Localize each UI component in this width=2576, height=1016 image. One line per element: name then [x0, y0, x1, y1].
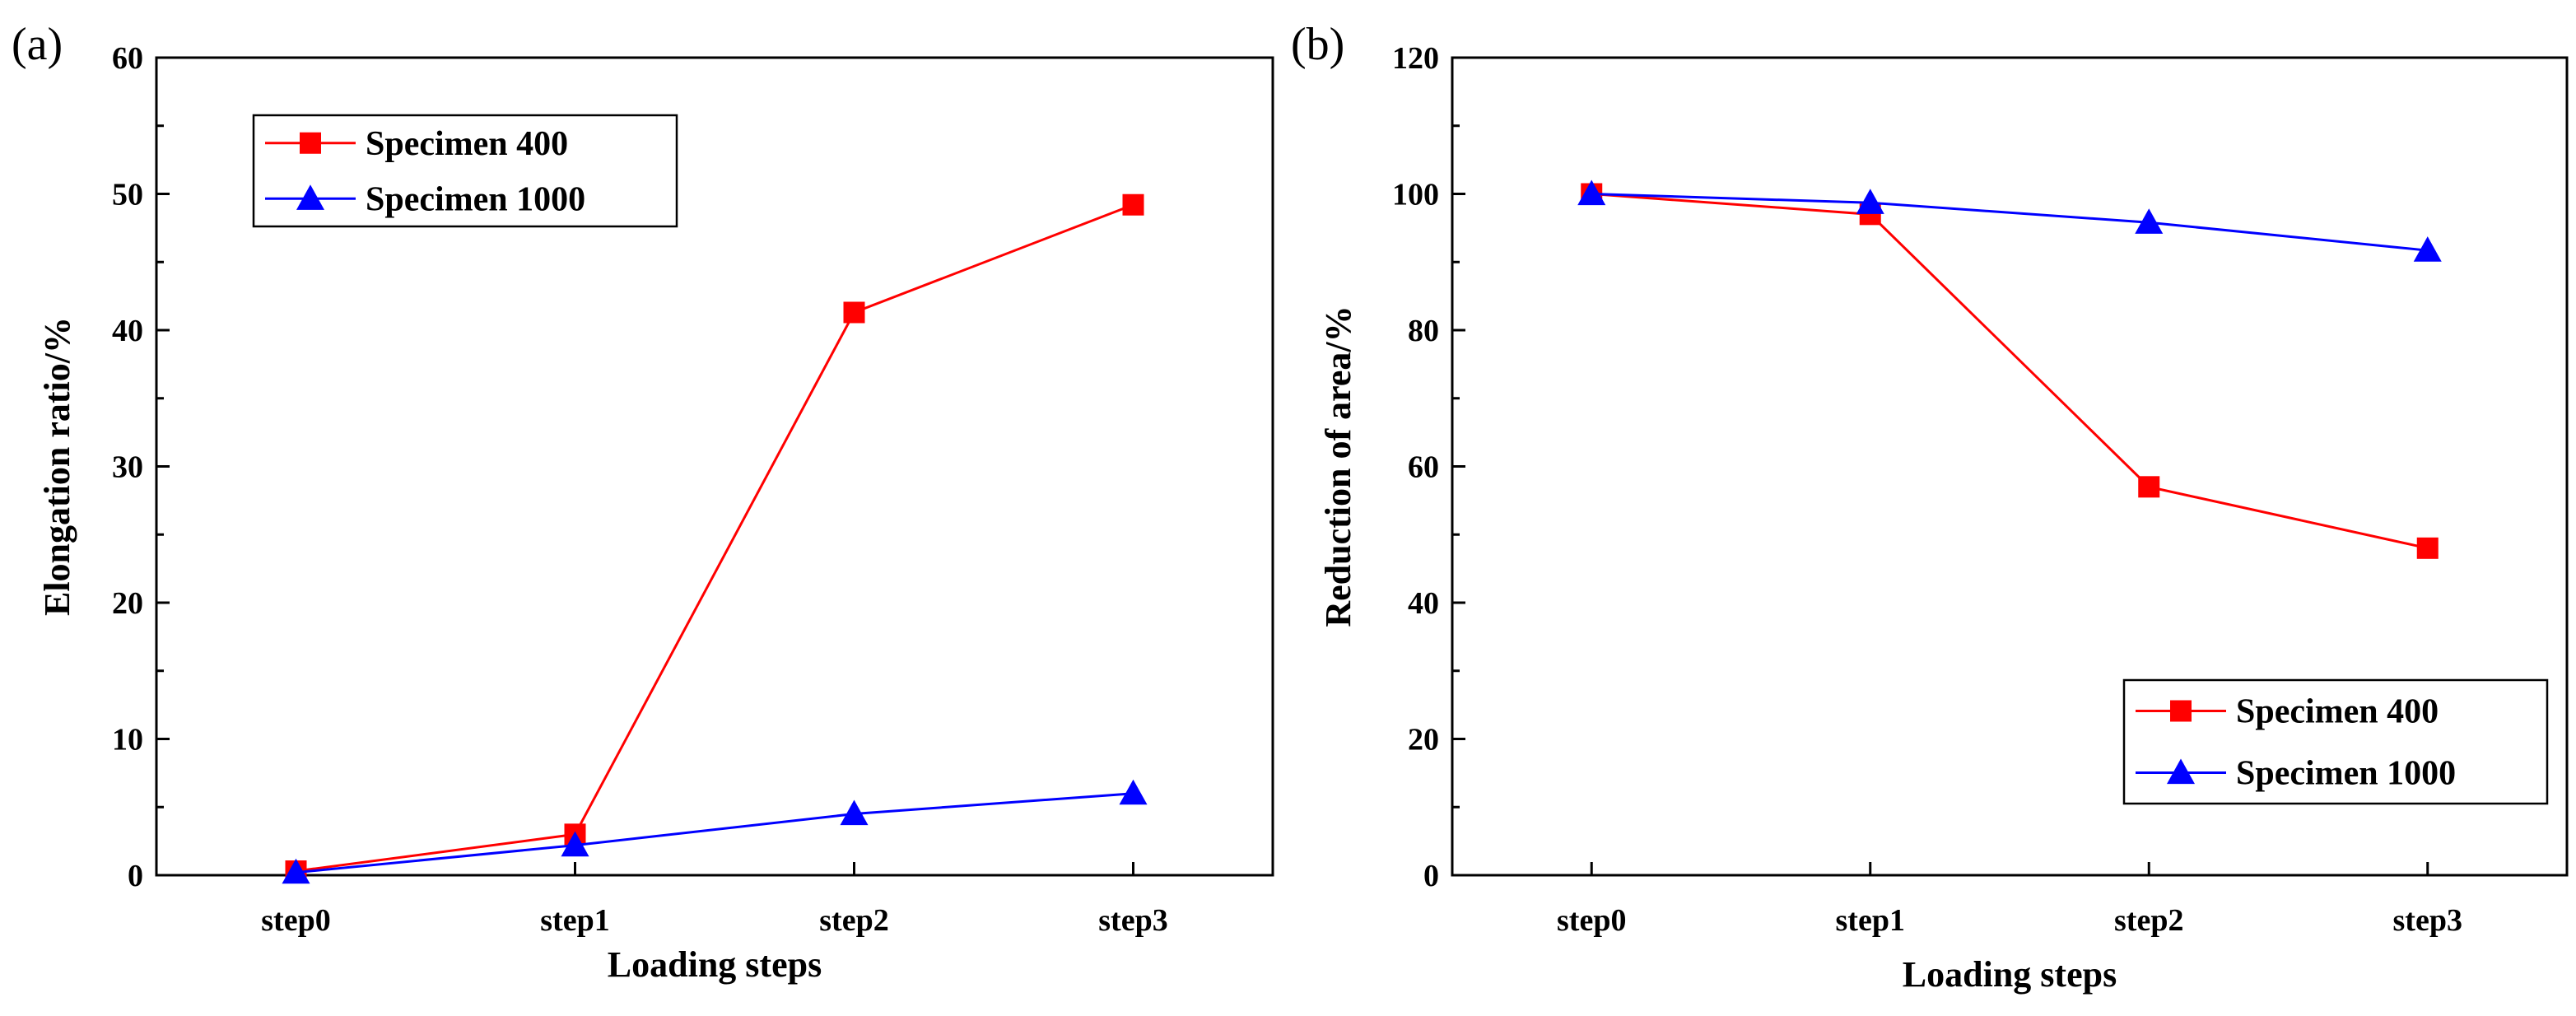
panel-b-x-tick-label: step1	[1836, 903, 1905, 938]
panel-a-series-specimen-1000-line	[296, 792, 1134, 874]
panel-b-x-tick-label: step3	[2393, 903, 2462, 938]
panel-b-y-axis-title: Reduction of area/%	[1318, 305, 1358, 627]
panel-b-legend-label: Specimen 400	[2236, 693, 2439, 731]
panel-a-y-tick-label: 40	[112, 314, 143, 348]
panel-a-y-tick-label: 20	[112, 586, 143, 621]
panel-b-series-specimen-400-point	[2138, 476, 2160, 498]
panel-b-y-tick-label: 20	[1408, 723, 1439, 757]
panel-a-series-specimen-400-point	[843, 301, 865, 324]
panel-a-series-specimen-1000-point	[282, 858, 310, 884]
panel-a-series-specimen-1000-point	[1119, 779, 1148, 805]
panel-b-panel-label: (b)	[1291, 19, 1344, 70]
panel-a-x-tick-label: step1	[540, 903, 609, 938]
panel-b-series-specimen-1000-point	[2413, 236, 2442, 262]
panel-a-y-tick-label: 30	[112, 450, 143, 485]
panel-b-series-specimen-1000-point	[1577, 179, 1606, 206]
panel-b-y-tick-label: 0	[1423, 859, 1439, 893]
panel-a-y-tick-label: 50	[112, 178, 143, 212]
panel-b-series-specimen-1000-point	[1856, 189, 1884, 214]
panel-b-y-tick-label: 80	[1408, 314, 1439, 348]
panel-b-x-tick-label: step2	[2114, 903, 2183, 938]
panel-a-panel-label: (a)	[12, 19, 63, 70]
panel-a-x-tick-label: step0	[261, 903, 330, 938]
panel-b-y-tick-label: 120	[1392, 41, 1439, 76]
panel-b-y-tick-label: 100	[1392, 178, 1439, 212]
panel-a-legend-label: Specimen 1000	[366, 180, 585, 218]
panel-b-legend-marker	[2170, 700, 2192, 722]
panel-b-series-specimen-400-line	[1591, 193, 2429, 550]
panel-b-series-specimen-1000-line	[1591, 193, 2428, 252]
panel-a-y-tick-label: 0	[128, 859, 143, 893]
panel-a-x-tick-label: step3	[1098, 903, 1167, 938]
panel-b-legend-label: Specimen 1000	[2236, 755, 2456, 793]
panel-b-series-specimen-1000-point	[2135, 208, 2164, 234]
panel-a-series-specimen-400-point	[1122, 193, 1144, 216]
panel-a-legend	[252, 114, 678, 228]
panel-a-chart: (a) 0 10 20 30 40 50 60 step0 step1 step2 step3 Load…	[12, 19, 1274, 985]
panel-b-legend-marker	[2167, 758, 2195, 785]
panel-a-legend-label: Specimen 400	[366, 125, 568, 163]
panel-a-series-specimen-400-line	[296, 203, 1134, 873]
panel-a-series-specimen-1000-point	[561, 831, 589, 857]
panel-b-series-specimen-400-point	[2416, 537, 2439, 559]
panel-b-x-axis-title: Loading steps	[1903, 954, 2117, 995]
panel-a-legend-marker	[300, 132, 321, 154]
panel-a-y-axis-title: Elongation ratio/%	[37, 317, 77, 616]
panel-a-y-tick-label: 60	[112, 41, 143, 76]
panel-a-series-specimen-1000-point	[840, 799, 869, 826]
panel-a-y-tick-label: 10	[112, 723, 143, 757]
panel-b-y-tick-label: 40	[1408, 586, 1439, 621]
panel-a-x-axis-title: Loading steps	[608, 944, 822, 985]
panel-b-legend	[2122, 678, 2549, 805]
panel-b-chart: (b) 0 20 40 60 80 100 120 step0 step1 step2 step3 Lo…	[1291, 19, 2569, 995]
panel-a-x-tick-label: step2	[819, 903, 888, 938]
panel-b-x-tick-label: step0	[1557, 903, 1626, 938]
panel-b-y-tick-label: 60	[1408, 450, 1439, 485]
panel-a-legend-marker	[296, 184, 324, 210]
